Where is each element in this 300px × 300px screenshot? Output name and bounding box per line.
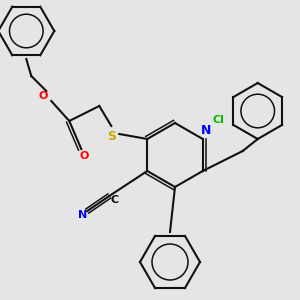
Text: O: O [80,151,89,161]
Text: O: O [39,91,48,101]
Text: N: N [200,124,211,137]
Text: Cl: Cl [212,115,224,125]
Text: S: S [107,130,116,142]
Text: N: N [78,210,87,220]
Text: C: C [110,195,118,205]
